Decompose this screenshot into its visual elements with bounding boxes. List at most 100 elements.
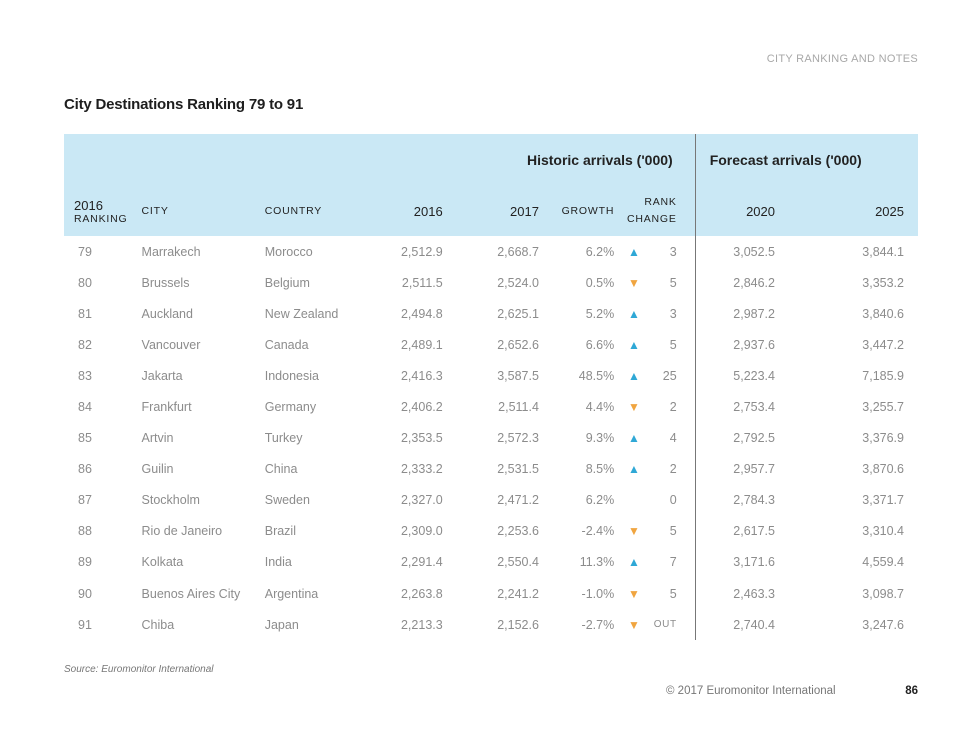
city-cell: Vancouver xyxy=(141,337,201,352)
arrivals-2017-cell: 2,531.5 xyxy=(497,462,539,477)
arrivals-2016-cell: 2,494.8 xyxy=(400,306,443,321)
historic-arrivals-header: Historic arrivals ('000) xyxy=(526,152,673,168)
city-cell: Kolkata xyxy=(141,555,184,570)
col-rank-change: RANK CHANGE xyxy=(626,196,677,225)
col-2016: 2016 xyxy=(413,203,443,219)
city-cell: Jakarta xyxy=(141,368,183,383)
arrivals-2016-cell: 2,327.0 xyxy=(400,493,443,508)
table-row: 82 Vancouver Canada 2,489.1 2,652.6 6.6% ▲ 5 2,9… xyxy=(64,329,918,361)
table-row: 90 Buenos Aires City Argentina 2,263.8 2,241… xyxy=(64,578,918,610)
rank-cell: 88 xyxy=(78,524,92,539)
arrivals-2017-cell: 2,550.4 xyxy=(497,555,539,570)
rank-change-cell: 5 xyxy=(669,275,677,290)
rank-change-cell: 25 xyxy=(662,368,677,383)
rank-cell: 90 xyxy=(78,586,92,601)
rank-change-cell: 5 xyxy=(669,586,677,601)
arrivals-2017-cell: 2,572.3 xyxy=(497,431,539,446)
city-cell: Stockholm xyxy=(141,493,200,508)
no-change-icon xyxy=(614,485,654,516)
triangle-down-icon: ▼ xyxy=(628,524,640,539)
arrivals-2017-cell: 2,652.6 xyxy=(497,337,539,352)
forecast-2025-cell: 3,098.7 xyxy=(862,586,904,601)
triangle-up-icon: ▲ xyxy=(628,368,640,383)
forecast-2020-cell: 2,987.2 xyxy=(694,298,799,330)
forecast-2025-cell: 3,840.6 xyxy=(862,306,904,321)
arrivals-2017-cell: 2,471.2 xyxy=(497,493,539,508)
growth-cell: 9.3% xyxy=(585,431,615,446)
table-row: 79 Marrakech Morocco 2,512.9 2,668.7 6.2% ▲ 3 3,… xyxy=(64,236,918,268)
rank-cell: 82 xyxy=(78,337,92,352)
col-2025: 2025 xyxy=(875,203,904,219)
forecast-2020-cell: 3,171.6 xyxy=(694,546,799,579)
arrivals-2016-cell: 2,333.2 xyxy=(400,462,443,477)
arrivals-2017-cell: 2,241.2 xyxy=(497,586,539,601)
rank-cell: 87 xyxy=(78,493,92,508)
arrivals-2017-cell: 2,511.4 xyxy=(498,400,539,415)
forecast-2020-cell: 2,846.2 xyxy=(694,267,799,299)
city-cell: Marrakech xyxy=(141,244,201,259)
arrivals-2017-cell: 2,152.6 xyxy=(497,617,539,632)
rank-cell: 83 xyxy=(78,368,92,383)
table-row: 88 Rio de Janeiro Brazil 2,309.0 2,253.6 -2.4… xyxy=(64,515,918,547)
rank-change-cell: 2 xyxy=(669,400,677,415)
city-ranking-table: Historic arrivals ('000) Forecast arriva… xyxy=(64,134,918,641)
triangle-up-icon: ▲ xyxy=(628,431,640,446)
source-note: Source: Euromonitor International xyxy=(64,664,214,675)
forecast-2025-cell: 3,870.6 xyxy=(862,462,904,477)
growth-cell: 5.2% xyxy=(585,306,615,321)
col-2017: 2017 xyxy=(510,203,539,219)
forecast-2025-cell: 7,185.9 xyxy=(862,368,904,383)
arrivals-2017-cell: 3,587.5 xyxy=(497,368,539,383)
col-country: COUNTRY xyxy=(264,205,323,217)
forecast-2020-cell: 2,753.4 xyxy=(694,391,799,423)
forecast-2020-cell: 2,957.7 xyxy=(694,453,799,485)
country-cell: Japan xyxy=(264,617,299,632)
rank-cell: 79 xyxy=(78,244,92,259)
growth-cell: -1.0% xyxy=(581,586,615,601)
table-row: 86 Guilin China 2,333.2 2,531.5 8.5% ▲ 2 2,957.7… xyxy=(64,453,918,485)
rank-change-cell: 7 xyxy=(669,555,677,570)
arrivals-2017-cell: 2,524.0 xyxy=(497,275,539,290)
forecast-2020-cell: 2,740.4 xyxy=(694,609,799,641)
country-cell: Morocco xyxy=(264,244,313,259)
arrivals-2016-cell: 2,263.8 xyxy=(400,586,443,601)
arrivals-2017-cell: 2,253.6 xyxy=(497,524,539,539)
arrivals-2016-cell: 2,406.2 xyxy=(400,400,443,415)
forecast-2025-cell: 3,376.9 xyxy=(862,431,904,446)
arrivals-2016-cell: 2,489.1 xyxy=(400,337,443,352)
growth-cell: -2.7% xyxy=(581,617,615,632)
growth-cell: 48.5% xyxy=(578,368,615,383)
triangle-up-icon: ▲ xyxy=(628,462,640,477)
city-cell: Buenos Aires City xyxy=(141,586,241,601)
table-row: 84 Frankfurt Germany 2,406.2 2,511.4 4.4% ▼ 2 2,… xyxy=(64,391,918,423)
growth-cell: 8.5% xyxy=(585,462,615,477)
triangle-down-icon: ▼ xyxy=(628,275,640,290)
growth-cell: 4.4% xyxy=(585,400,615,415)
col-city: CITY xyxy=(141,205,169,217)
city-cell: Chiba xyxy=(141,617,175,632)
rank-cell: 86 xyxy=(78,462,92,477)
growth-cell: -2.4% xyxy=(581,524,615,539)
rank-change-cell: 5 xyxy=(669,524,677,539)
arrivals-2016-cell: 2,309.0 xyxy=(400,524,443,539)
city-cell: Frankfurt xyxy=(141,400,192,415)
forecast-2025-cell: 3,353.2 xyxy=(862,275,904,290)
country-cell: Argentina xyxy=(264,586,319,601)
country-cell: Germany xyxy=(264,400,317,415)
growth-cell: 6.2% xyxy=(585,493,615,508)
arrivals-2016-cell: 2,213.3 xyxy=(400,617,443,632)
country-cell: New Zealand xyxy=(264,306,339,321)
table-row: 91 Chiba Japan 2,213.3 2,152.6 -2.7% ▼ OUT 2,740… xyxy=(64,609,918,641)
country-cell: Indonesia xyxy=(264,368,319,383)
country-cell: Sweden xyxy=(264,493,310,508)
rank-cell: 80 xyxy=(78,275,92,290)
forecast-2020-cell: 3,052.5 xyxy=(694,236,799,268)
arrivals-2017-cell: 2,625.1 xyxy=(497,306,539,321)
table-row: 80 Brussels Belgium 2,511.5 2,524.0 0.5% ▼ 5 2,8… xyxy=(64,267,918,299)
arrivals-2017-cell: 2,668.7 xyxy=(497,244,539,259)
table-row: 89 Kolkata India 2,291.4 2,550.4 11.3% ▲ 7 3,171… xyxy=(64,546,918,579)
rank-cell: 85 xyxy=(78,431,92,446)
growth-cell: 6.6% xyxy=(585,337,615,352)
col-ranking: 2016 RANKING xyxy=(74,197,128,225)
growth-cell: 11.3% xyxy=(579,555,615,570)
